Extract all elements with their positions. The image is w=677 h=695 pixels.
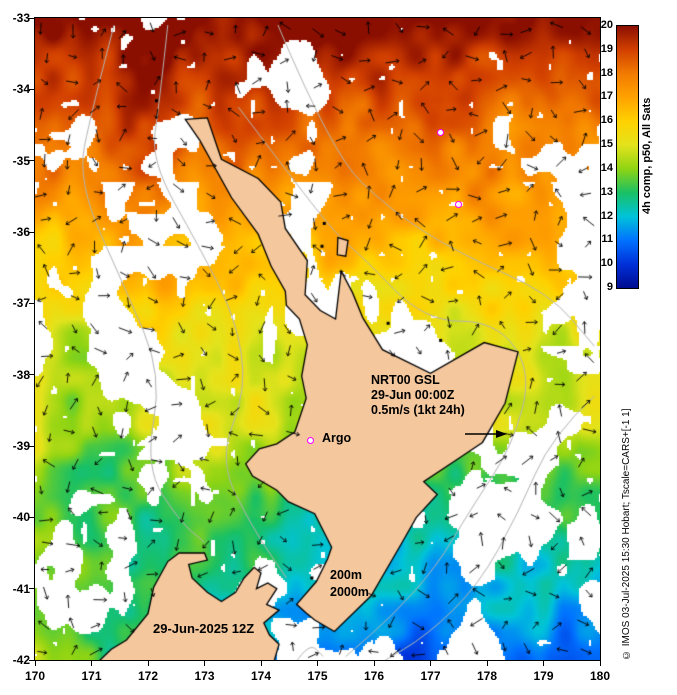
y-axis-tick-label: -38	[12, 367, 30, 382]
x-axis-tick	[147, 661, 149, 666]
colorbar-tick-label: 10	[600, 257, 613, 270]
colorbar-tick-label: 19	[600, 42, 613, 55]
x-axis-tick	[599, 661, 601, 666]
argo-label: Argo	[322, 431, 352, 445]
x-axis-tick-label: 175	[307, 669, 328, 683]
x-axis-tick	[430, 661, 431, 666]
vector-legend-line3: 0.5m/s (1kt 24h)	[371, 403, 465, 417]
colorbar-tick-label: 9	[606, 281, 613, 293]
x-axis-tick-label: 174	[250, 669, 272, 683]
x-axis-tick	[204, 661, 205, 666]
sst-field-canvas	[35, 18, 600, 660]
y-axis-tick	[29, 516, 34, 518]
y-axis-tick-label: -37	[12, 296, 30, 311]
marker-float-2	[454, 200, 462, 208]
x-axis-tick	[317, 661, 318, 666]
colorbar-tick-label: 11	[601, 233, 613, 246]
y-axis-tick	[29, 445, 34, 447]
y-axis-tick	[29, 302, 34, 304]
x-axis-tick-label: 176	[363, 669, 385, 683]
y-axis-tick	[29, 88, 34, 90]
marker-argo	[306, 436, 314, 444]
y-axis-tick	[29, 160, 34, 162]
y-axis-tick	[29, 659, 34, 661]
x-axis-tick-label: 170	[24, 669, 46, 683]
x-axis-tick	[34, 661, 36, 666]
y-axis-tick-label: -35	[12, 153, 30, 168]
y-axis-tick-label: -41	[12, 581, 30, 596]
x-axis-tick	[260, 661, 262, 666]
y-axis-tick-label: -42	[12, 653, 30, 667]
y-axis-tick-label: -33	[12, 11, 30, 25]
y-axis-tick	[29, 17, 34, 19]
colorbar-tick-label: 20	[600, 19, 613, 31]
colorbar-tick-label: 14	[600, 161, 613, 174]
plot-area: NRT00 GSL 29-Jun 00:00Z 0.5m/s (1kt 24h)…	[34, 17, 601, 661]
vector-scale-legend: NRT00 GSL 29-Jun 00:00Z 0.5m/s (1kt 24h)	[371, 373, 465, 418]
x-axis-tick-label: 178	[476, 669, 498, 683]
vector-legend-line1: NRT00 GSL	[371, 373, 440, 387]
x-axis-tick-label: 173	[194, 669, 215, 683]
y-axis-tick-label: -39	[12, 439, 30, 453]
depth-label-2000m: 2000m	[330, 585, 369, 599]
x-axis-tick-label: 171	[81, 669, 102, 683]
y-axis-tick-label: -36	[12, 225, 30, 239]
colorbar-title: 4h comp, p50, All Sats	[641, 97, 653, 215]
colorbar-tick-label: 15	[600, 138, 613, 151]
y-axis-tick	[29, 374, 34, 376]
colorbar-tick-label: 17	[600, 90, 613, 103]
x-axis-tick-label: 177	[420, 669, 441, 683]
y-axis-tick	[29, 588, 34, 590]
depth-contour-labels: 200m 2000m	[330, 567, 369, 601]
x-axis-tick	[486, 661, 488, 666]
marker-float-1	[436, 129, 444, 137]
colorbar-tick-label: 13	[600, 185, 613, 198]
depth-label-200m: 200m	[330, 568, 362, 582]
x-axis-tick-label: 179	[533, 669, 554, 683]
y-axis-tick-label: -40	[12, 510, 30, 525]
scale-arrow-icon	[465, 430, 507, 438]
x-axis-tick-label: 180	[589, 669, 611, 683]
vector-legend-line2: 29-Jun 00:00Z	[371, 388, 455, 402]
x-axis-tick	[91, 661, 92, 666]
colorbar	[616, 25, 639, 289]
y-axis-tick-label: -34	[12, 82, 30, 97]
copyright-text: © IMOS 03-Jul-2025 15:30 Hobart; Tscale=…	[621, 408, 632, 661]
y-axis-tick	[29, 231, 34, 233]
colorbar-tick-label: 16	[600, 114, 613, 127]
map-datetime-label: 29-Jun-2025 12Z	[153, 621, 255, 636]
x-axis-tick	[543, 661, 544, 666]
x-axis-tick-label: 172	[137, 669, 159, 683]
colorbar-tick-label: 12	[600, 209, 613, 222]
x-axis-tick	[373, 661, 375, 666]
colorbar-tick-label: 18	[600, 66, 613, 79]
